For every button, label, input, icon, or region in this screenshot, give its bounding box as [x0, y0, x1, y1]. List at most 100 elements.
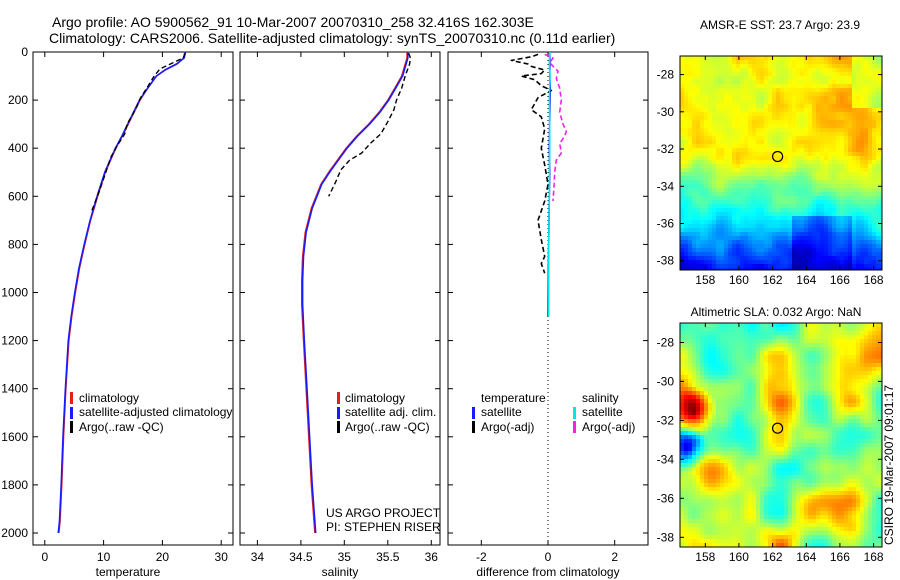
heatmap-cell	[848, 240, 853, 245]
heatmap-cell	[808, 76, 813, 81]
heatmap-cell	[808, 220, 813, 225]
heatmap-cell	[688, 244, 693, 249]
heatmap-cell	[868, 256, 873, 261]
heatmap-cell	[704, 224, 709, 229]
heatmap-cell	[812, 443, 817, 448]
heatmap-cell	[820, 427, 825, 432]
heatmap-cell	[720, 475, 725, 480]
heatmap-cell	[720, 60, 725, 65]
heatmap-cell	[756, 355, 761, 360]
heatmap-cell	[804, 76, 809, 81]
heatmap-cell	[812, 208, 817, 213]
heatmap-cell	[748, 196, 753, 201]
heatmap-cell	[724, 411, 729, 416]
heatmap-cell	[684, 327, 689, 332]
heatmap-cell	[860, 172, 865, 177]
heatmap-cell	[808, 323, 813, 328]
heatmap-cell	[692, 367, 697, 372]
heatmap-cell	[868, 108, 873, 113]
heatmap-cell	[788, 148, 793, 153]
heatmap-cell	[772, 248, 777, 253]
heatmap-cell	[708, 212, 713, 217]
heatmap-cell	[800, 391, 805, 396]
heatmap-cell	[772, 403, 777, 408]
heatmap-cell	[852, 379, 857, 384]
heatmap-cell	[828, 427, 833, 432]
heatmap-cell	[740, 431, 745, 436]
heatmap-cell	[872, 459, 877, 464]
heatmap-cell	[796, 68, 801, 73]
heatmap-cell	[804, 108, 809, 113]
heatmap-cell	[796, 72, 801, 77]
heatmap-cell	[732, 160, 737, 165]
heatmap-cell	[704, 116, 709, 121]
heatmap-cell	[764, 80, 769, 85]
heatmap-cell	[844, 88, 849, 93]
heatmap-cell	[680, 471, 685, 476]
heatmap-cell	[772, 351, 777, 356]
heatmap-cell	[780, 248, 785, 253]
heatmap-cell	[772, 144, 777, 149]
heatmap-cell	[720, 363, 725, 368]
heatmap-cell	[808, 443, 813, 448]
heatmap-cell	[700, 228, 705, 233]
heatmap-cell	[840, 407, 845, 412]
heatmap-cell	[880, 112, 883, 117]
heatmap-cell	[776, 435, 781, 440]
heatmap-cell	[792, 116, 797, 121]
heatmap-cell	[816, 375, 821, 380]
heatmap-cell	[820, 252, 825, 257]
heatmap-cell	[852, 160, 857, 165]
heatmap-cell	[776, 184, 781, 189]
y-tick-label: 2000	[1, 526, 28, 540]
heatmap-cell	[764, 399, 769, 404]
heatmap-cell	[764, 411, 769, 416]
heatmap-cell	[712, 339, 717, 344]
heatmap-cell	[812, 467, 817, 472]
heatmap-cell	[680, 475, 685, 480]
heatmap-cell	[864, 339, 869, 344]
heatmap-cell	[696, 224, 701, 229]
heatmap-cell	[844, 423, 849, 428]
heatmap-cell	[772, 220, 777, 225]
heatmap-cell	[864, 176, 869, 181]
heatmap-cell	[820, 144, 825, 149]
heatmap-cell	[684, 128, 689, 133]
heatmap-cell	[680, 168, 685, 173]
heatmap-cell	[728, 228, 733, 233]
heatmap-cell	[832, 451, 837, 456]
heatmap-cell	[740, 96, 745, 101]
heatmap-cell	[800, 347, 805, 352]
heatmap-cell	[808, 68, 813, 73]
heatmap-cell	[744, 248, 749, 253]
heatmap-cell	[808, 343, 813, 348]
heatmap-cell	[772, 160, 777, 165]
heatmap-cell	[824, 152, 829, 157]
heatmap-cell	[712, 375, 717, 380]
heatmap-cell	[856, 367, 861, 372]
heatmap-cell	[840, 395, 845, 400]
heatmap-cell	[876, 216, 881, 221]
heatmap-cell	[804, 220, 809, 225]
heatmap-cell	[756, 443, 761, 448]
heatmap-cell	[796, 144, 801, 149]
heatmap-cell	[800, 200, 805, 205]
heatmap-cell	[868, 164, 873, 169]
heatmap-cell	[744, 475, 749, 480]
heatmap-cell	[876, 415, 881, 420]
heatmap-cell	[784, 359, 789, 364]
heatmap-cell	[780, 196, 785, 201]
heatmap-cell	[712, 359, 717, 364]
heatmap-cell	[756, 184, 761, 189]
heatmap-cell	[768, 108, 773, 113]
heatmap-cell	[748, 256, 753, 261]
heatmap-cell	[728, 475, 733, 480]
heatmap-cell	[788, 208, 793, 213]
heatmap-cell	[852, 383, 857, 388]
heatmap-cell	[748, 419, 753, 424]
heatmap-cell	[784, 176, 789, 181]
heatmap-cell	[768, 391, 773, 396]
heatmap-cell	[856, 399, 861, 404]
heatmap-cell	[860, 431, 865, 436]
